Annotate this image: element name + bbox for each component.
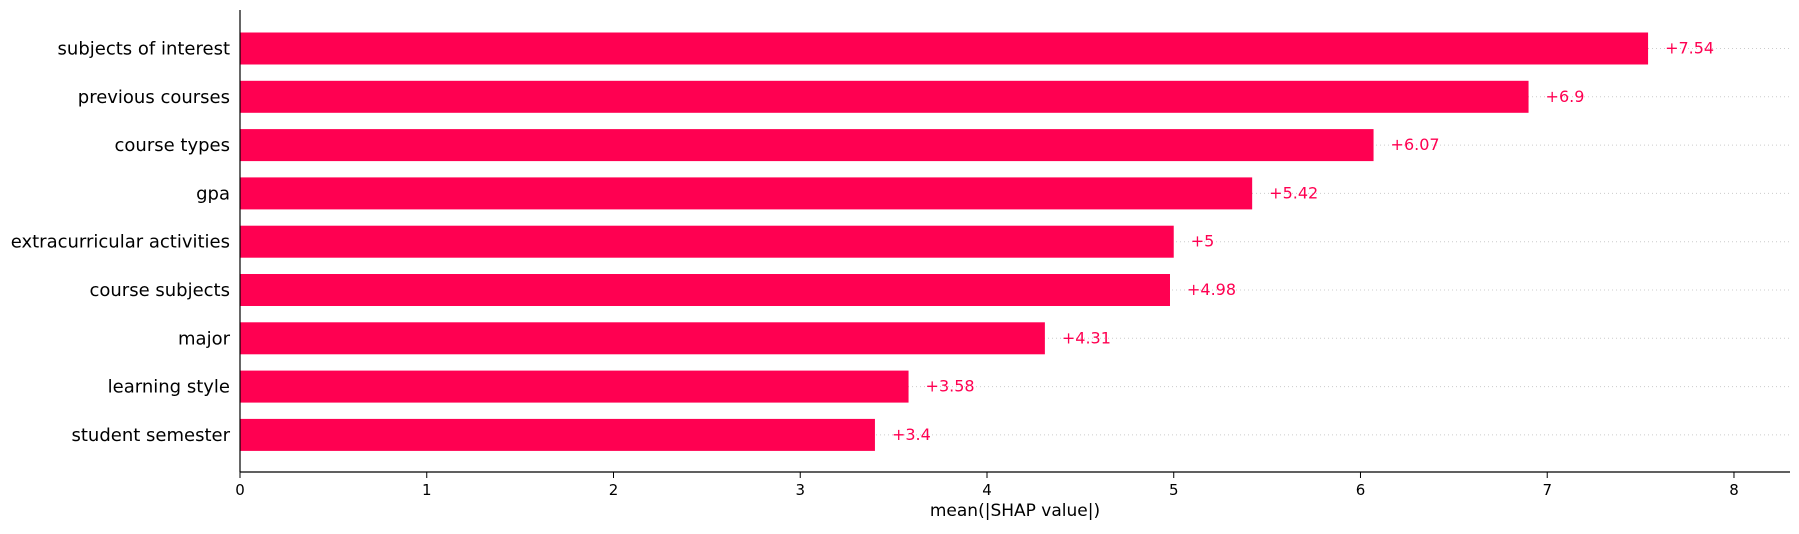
feature-label: extracurricular activities	[11, 232, 230, 253]
x-tick-label: 6	[1356, 481, 1366, 499]
axes: 0 1 2 3 4 5 6 7 8	[235, 10, 1790, 499]
x-tick-label: 8	[1729, 481, 1739, 499]
bar	[240, 274, 1170, 306]
bar	[240, 322, 1045, 355]
bar	[240, 418, 875, 451]
value-label: +3.4	[892, 425, 931, 444]
bar	[240, 32, 1649, 65]
value-label: +3.58	[926, 377, 975, 396]
value-label: +6.07	[1391, 135, 1440, 154]
value-label: +6.9	[1546, 87, 1585, 106]
feature-label: student semester	[71, 425, 230, 446]
feature-label: major	[178, 328, 231, 349]
x-tick-label: 0	[235, 481, 245, 499]
feature-label: subjects of interest	[58, 39, 230, 60]
bars	[240, 32, 1649, 451]
x-tick-label: 5	[1169, 481, 1179, 499]
value-labels: +7.54 +6.9 +6.07 +5.42 +5 +4.98 +4.31 +3.58 +3.4	[892, 39, 1714, 444]
bar	[240, 370, 909, 403]
value-label: +4.31	[1062, 328, 1111, 347]
value-label: +5.42	[1269, 183, 1318, 202]
x-tick-label: 2	[609, 481, 619, 499]
feature-label: learning style	[108, 377, 230, 398]
value-label: +4.98	[1187, 280, 1236, 299]
bar	[240, 177, 1253, 210]
x-tick-label: 1	[422, 481, 432, 499]
bar	[240, 129, 1374, 162]
x-tick-label: 3	[795, 481, 805, 499]
bar	[240, 80, 1529, 113]
value-label: +5	[1191, 232, 1215, 251]
feature-label: course types	[115, 135, 230, 156]
bar	[240, 225, 1174, 258]
x-tick-label: 7	[1542, 481, 1552, 499]
feature-label: course subjects	[89, 280, 230, 301]
feature-label: gpa	[196, 183, 230, 204]
x-axis-title: mean(|SHAP value|)	[930, 501, 1100, 521]
feature-label: previous courses	[78, 87, 230, 108]
feature-labels: subjects of interest previous courses cour…	[11, 39, 231, 446]
value-label: +7.54	[1665, 39, 1714, 58]
x-tick-label: 4	[982, 481, 992, 499]
